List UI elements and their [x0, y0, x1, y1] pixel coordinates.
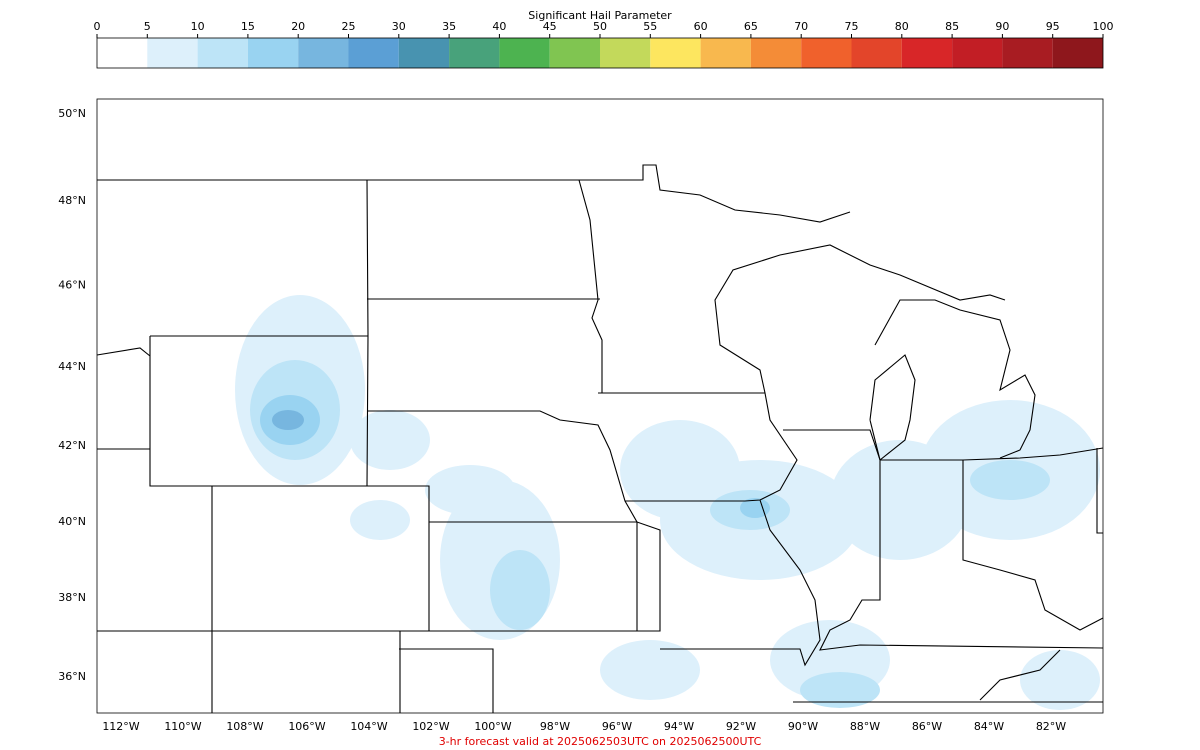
- latitude-label: 40°N: [58, 515, 86, 528]
- colorbar-tick-label: 25: [342, 20, 356, 33]
- colorbar-tick-label: 85: [945, 20, 959, 33]
- colorbar-tick-label: 80: [895, 20, 909, 33]
- longitude-label: 112°W: [102, 720, 139, 733]
- colorbar-tick-label: 30: [392, 20, 406, 33]
- map-panel: [96, 98, 1104, 714]
- colorbar-tick-label: 5: [144, 20, 151, 33]
- colorbar-segment: [348, 38, 399, 68]
- longitude-label: 104°W: [350, 720, 387, 733]
- colorbar-segment: [801, 38, 852, 68]
- footer-caption: 3-hr forecast valid at 2025062503UTC on …: [439, 735, 762, 748]
- colorbar-segment: [750, 38, 802, 68]
- colorbar-tick-label: 10: [191, 20, 205, 33]
- colorbar-segment: [1002, 38, 1053, 68]
- colorbar-segment: [247, 38, 299, 68]
- colorbar-tick-label: 40: [492, 20, 506, 33]
- colorbar-tick-label: 35: [442, 20, 456, 33]
- longitude-label: 100°W: [474, 720, 511, 733]
- colorbar-tick-label: 50: [593, 20, 607, 33]
- colorbar-title: Significant Hail Parameter: [528, 9, 672, 22]
- longitude-label: 86°W: [912, 720, 942, 733]
- colorbar-segment: [700, 38, 751, 68]
- colorbar-segment: [952, 38, 1003, 68]
- colorbar-tick-label: 75: [845, 20, 859, 33]
- colorbar-tick-label: 20: [291, 20, 305, 33]
- colorbar-tick-label: 70: [794, 20, 808, 33]
- colorbar-segment: [600, 38, 651, 68]
- colorbar-tick-label: 65: [744, 20, 758, 33]
- longitude-label: 98°W: [540, 720, 570, 733]
- latitude-labels: 50°N 48°N 46°N 44°N 42°N 40°N 38°N 36°N: [58, 107, 86, 683]
- longitude-label: 106°W: [288, 720, 325, 733]
- colorbar-segment: [398, 38, 450, 68]
- latitude-label: 36°N: [58, 670, 86, 683]
- colorbar-tick-label: 45: [543, 20, 557, 33]
- colorbar-tick-label: 90: [995, 20, 1009, 33]
- longitude-label: 94°W: [664, 720, 694, 733]
- longitude-label: 92°W: [726, 720, 756, 733]
- colorbar-segment: [851, 38, 902, 68]
- latitude-label: 38°N: [58, 591, 86, 604]
- colorbar-segment: [197, 38, 248, 68]
- colorbar-tick-label: 100: [1093, 20, 1114, 33]
- colorbar-segment: [1052, 38, 1103, 68]
- state-borders: [96, 164, 1104, 713]
- longitude-label: 82°W: [1036, 720, 1066, 733]
- colorbar-tick-label: 0: [94, 20, 101, 33]
- longitude-labels: 112°W 110°W 108°W 106°W 104°W 102°W 100°W 98°W 9…: [102, 720, 1066, 733]
- longitude-label: 110°W: [164, 720, 201, 733]
- colorbar-segment: [549, 38, 600, 68]
- colorbar-tick-label: 60: [694, 20, 708, 33]
- colorbar-tick-label: 55: [643, 20, 657, 33]
- colorbar-tick-label: 95: [1046, 20, 1060, 33]
- colorbar-segment: [499, 38, 550, 68]
- longitude-label: 88°W: [850, 720, 880, 733]
- longitude-label: 90°W: [788, 720, 818, 733]
- latitude-label: 42°N: [58, 439, 86, 452]
- longitude-label: 108°W: [226, 720, 263, 733]
- longitude-label: 102°W: [412, 720, 449, 733]
- latitude-label: 48°N: [58, 194, 86, 207]
- colorbar-tick-label: 15: [241, 20, 255, 33]
- longitude-label: 84°W: [974, 720, 1004, 733]
- latitude-label: 44°N: [58, 360, 86, 373]
- colorbar-segment: [147, 38, 198, 68]
- colorbar-segment: [650, 38, 701, 68]
- latitude-label: 46°N: [58, 279, 86, 292]
- colorbar: 0 5 10 15 20 25 30 35 40 45 50 55 60 65 70 75 80 85 90 95 10…: [94, 20, 1114, 69]
- hail-shading: [235, 295, 1100, 710]
- longitude-label: 96°W: [602, 720, 632, 733]
- colorbar-segment: [298, 38, 349, 68]
- colorbar-segment: [97, 38, 148, 68]
- latitude-label: 50°N: [58, 107, 86, 120]
- colorbar-segment: [449, 38, 500, 68]
- colorbar-segment: [901, 38, 953, 68]
